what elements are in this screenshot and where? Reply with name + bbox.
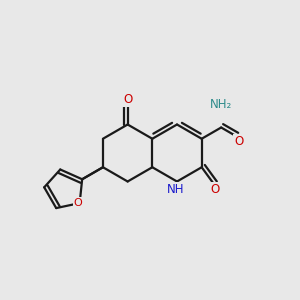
Text: O: O [211,183,220,196]
Text: NH₂: NH₂ [210,98,232,111]
Text: O: O [234,135,243,148]
Text: O: O [123,93,132,106]
Text: NH: NH [167,183,184,196]
Text: O: O [74,198,82,208]
